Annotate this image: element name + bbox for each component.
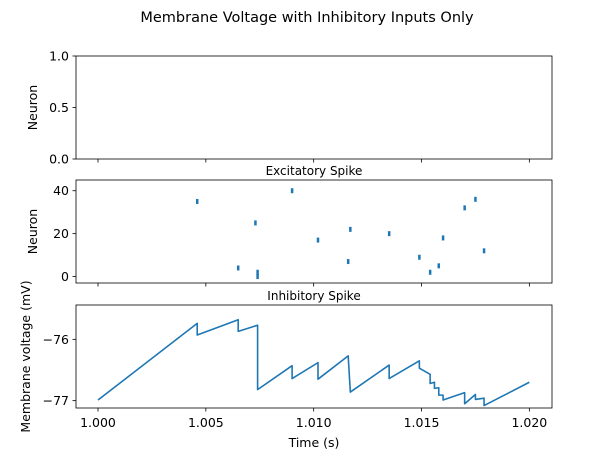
x-tick-label: 1.020 [511,415,547,430]
y-axis-label-top: Neuron [25,85,40,130]
y-axis-label-inhibitory: Membrane voltage (mV) [18,280,33,432]
y-tick-label-excitatory: 20 [53,226,69,241]
spike-marker [463,205,466,211]
panel-top: 0.0 0.5 1.0 Neuron [25,49,553,167]
spike-marker [441,235,445,241]
spike-marker [474,196,477,202]
x-tick-label: 1.000 [80,415,116,430]
spike-marker [236,265,240,271]
y-tick-label-inhibitory: −77 [43,393,69,408]
voltage-line [97,318,530,407]
spike-marker [256,274,259,280]
spike-marker [428,269,432,275]
y-tick-label-top: 0.5 [49,100,69,115]
x-tick-label: 1.015 [404,415,440,430]
spike-marker [195,198,199,204]
axes-frame-inhibitory [75,304,553,409]
y-axis-label-excitatory: Neuron [25,209,40,254]
y-tick-label-inhibitory: −76 [43,332,69,347]
spike-marker [349,226,352,232]
panel-title-inhibitory: Inhibitory Spike [267,289,360,303]
spike-marker [482,248,486,254]
spike-marker [387,231,391,237]
x-tick-label: 1.005 [188,415,224,430]
y-tick-label-excitatory: 0 [61,269,69,284]
spike-marker [316,237,320,243]
x-tick-label: 1.010 [296,415,332,430]
spike-marker [437,263,441,269]
panel-inhibitory: Inhibitory Spike −76 −77 1.000 1.005 1.010 1.0… [18,280,553,433]
spike-marker [256,269,259,275]
x-axis-label: Time (s) [288,435,340,450]
y-tick-label-excitatory: 40 [53,183,69,198]
panel-title-excitatory: Excitatory Spike [266,164,363,178]
y-tick-label-top: 1.0 [49,49,69,64]
spike-marker [346,259,350,265]
axes-frame-excitatory [75,179,553,284]
y-tick-label-top: 0.0 [49,152,69,167]
plot-layer: 0.0 0.5 1.0 Neuron Excitatory Spike 0 20 40 Neur… [18,49,553,450]
spike-marker [418,254,421,260]
axes-frame-top [75,55,553,160]
panel-excitatory: Excitatory Spike 0 20 40 Neuron [25,164,553,287]
spike-marker [290,188,294,194]
spike-marker [254,220,257,226]
figure-title: Membrane Voltage with Inhibitory Inputs … [140,10,474,26]
